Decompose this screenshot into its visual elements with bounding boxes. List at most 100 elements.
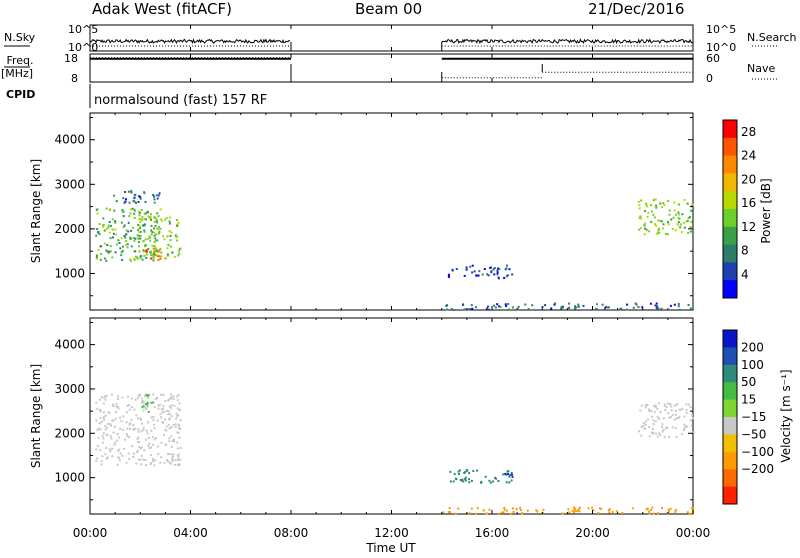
velocity-cell (142, 405, 145, 408)
power-cell (133, 208, 136, 211)
power-colorbar-swatch (723, 226, 737, 246)
power-cell (644, 210, 647, 213)
power-cell (108, 221, 111, 223)
power-cell (142, 249, 145, 252)
velocity-cell (95, 401, 98, 404)
velocity-cell (577, 508, 580, 511)
velocity-cell (99, 410, 102, 413)
velocity-cell (684, 425, 687, 428)
power-cell (640, 199, 643, 202)
power-colorbar-swatch (723, 244, 737, 263)
x-tick-label: 00:00 (676, 526, 711, 540)
power-cell (169, 235, 172, 237)
velocity-cell (689, 419, 692, 422)
velocity-cell (104, 395, 107, 398)
power-cell (155, 219, 158, 222)
noise-tick-bottom-right: 10^0 (706, 41, 736, 54)
velocity-cell (504, 472, 507, 475)
x-tick-label: 20:00 (575, 526, 610, 540)
velocity-cell (167, 399, 170, 402)
velocity-cell (174, 426, 177, 429)
power-cell (130, 245, 133, 248)
power-cell (687, 231, 690, 234)
velocity-cell (126, 435, 129, 438)
power-cell (497, 267, 500, 270)
velocity-cell (485, 512, 488, 515)
power-cell (145, 251, 148, 254)
power-cell (596, 303, 598, 306)
velocity-cell (130, 418, 133, 421)
velocity-cell (648, 408, 650, 411)
power-cell (113, 209, 116, 212)
velocity-cell (644, 406, 647, 409)
power-cell (120, 254, 123, 257)
velocity-cell (511, 473, 514, 476)
power-cell (136, 234, 139, 237)
velocity-cell (126, 411, 129, 414)
power-cell (499, 305, 502, 308)
power-cell (108, 208, 111, 211)
velocity-cell (157, 404, 160, 407)
velocity-cell (164, 418, 166, 421)
velocity-cell (685, 408, 688, 411)
noise-tick-top-right: 10^5 (706, 23, 736, 36)
power-cell (445, 304, 448, 307)
velocity-cell (502, 511, 505, 514)
power-cell (644, 222, 647, 225)
power-cell (649, 302, 652, 305)
velocity-cell (666, 426, 669, 429)
power-cell (154, 237, 157, 240)
velocity-cell (111, 455, 114, 458)
power-cell (668, 209, 671, 212)
power-cell (679, 223, 682, 226)
velocity-cell (137, 458, 140, 461)
velocity-cell (117, 449, 120, 452)
velocity-cell (178, 424, 181, 427)
power-cell (462, 303, 465, 306)
power-cell (122, 215, 125, 218)
power-cell (475, 274, 478, 277)
power-cell (163, 219, 166, 221)
velocity-cell (509, 513, 512, 516)
cpid-mode-text: normalsound (fast) 157 RF (94, 93, 267, 108)
velocity-cell (116, 463, 119, 466)
power-cell (675, 213, 678, 216)
velocity-cell (510, 479, 513, 482)
velocity-cell (115, 405, 118, 408)
power-cell (505, 275, 508, 278)
power-cell (678, 217, 681, 220)
power-cell (169, 239, 172, 242)
velocity-cell (640, 434, 643, 437)
power-data-layer (95, 190, 695, 311)
power-cell (527, 308, 530, 311)
velocity-cell (145, 438, 148, 441)
velocity-cell (648, 435, 651, 438)
power-cell (123, 224, 126, 227)
velocity-cell (120, 420, 123, 423)
velocity-cell (148, 442, 151, 445)
power-cell (450, 308, 453, 311)
velocity-cell (458, 469, 461, 472)
power-cell (155, 233, 157, 236)
power-cell (153, 250, 156, 253)
power-cell (655, 302, 658, 305)
power-cell (153, 234, 156, 237)
power-cell (133, 196, 136, 199)
velocity-cell (110, 393, 113, 396)
power-cell (643, 224, 646, 227)
power-cell (111, 218, 114, 221)
power-cell (657, 227, 660, 230)
power-cell (471, 307, 474, 310)
power-cell (673, 201, 676, 204)
power-cell (640, 217, 642, 220)
velocity-cell (468, 472, 471, 475)
velocity-cell (669, 416, 672, 418)
velocity-cell (575, 510, 578, 513)
power-cell (148, 235, 151, 238)
power-cell (174, 255, 176, 258)
velocity-cell (141, 400, 144, 402)
y-tick-label: 1000 (54, 471, 85, 485)
power-cell (178, 252, 181, 255)
velocity-cell (512, 511, 515, 513)
power-cell (177, 254, 180, 257)
